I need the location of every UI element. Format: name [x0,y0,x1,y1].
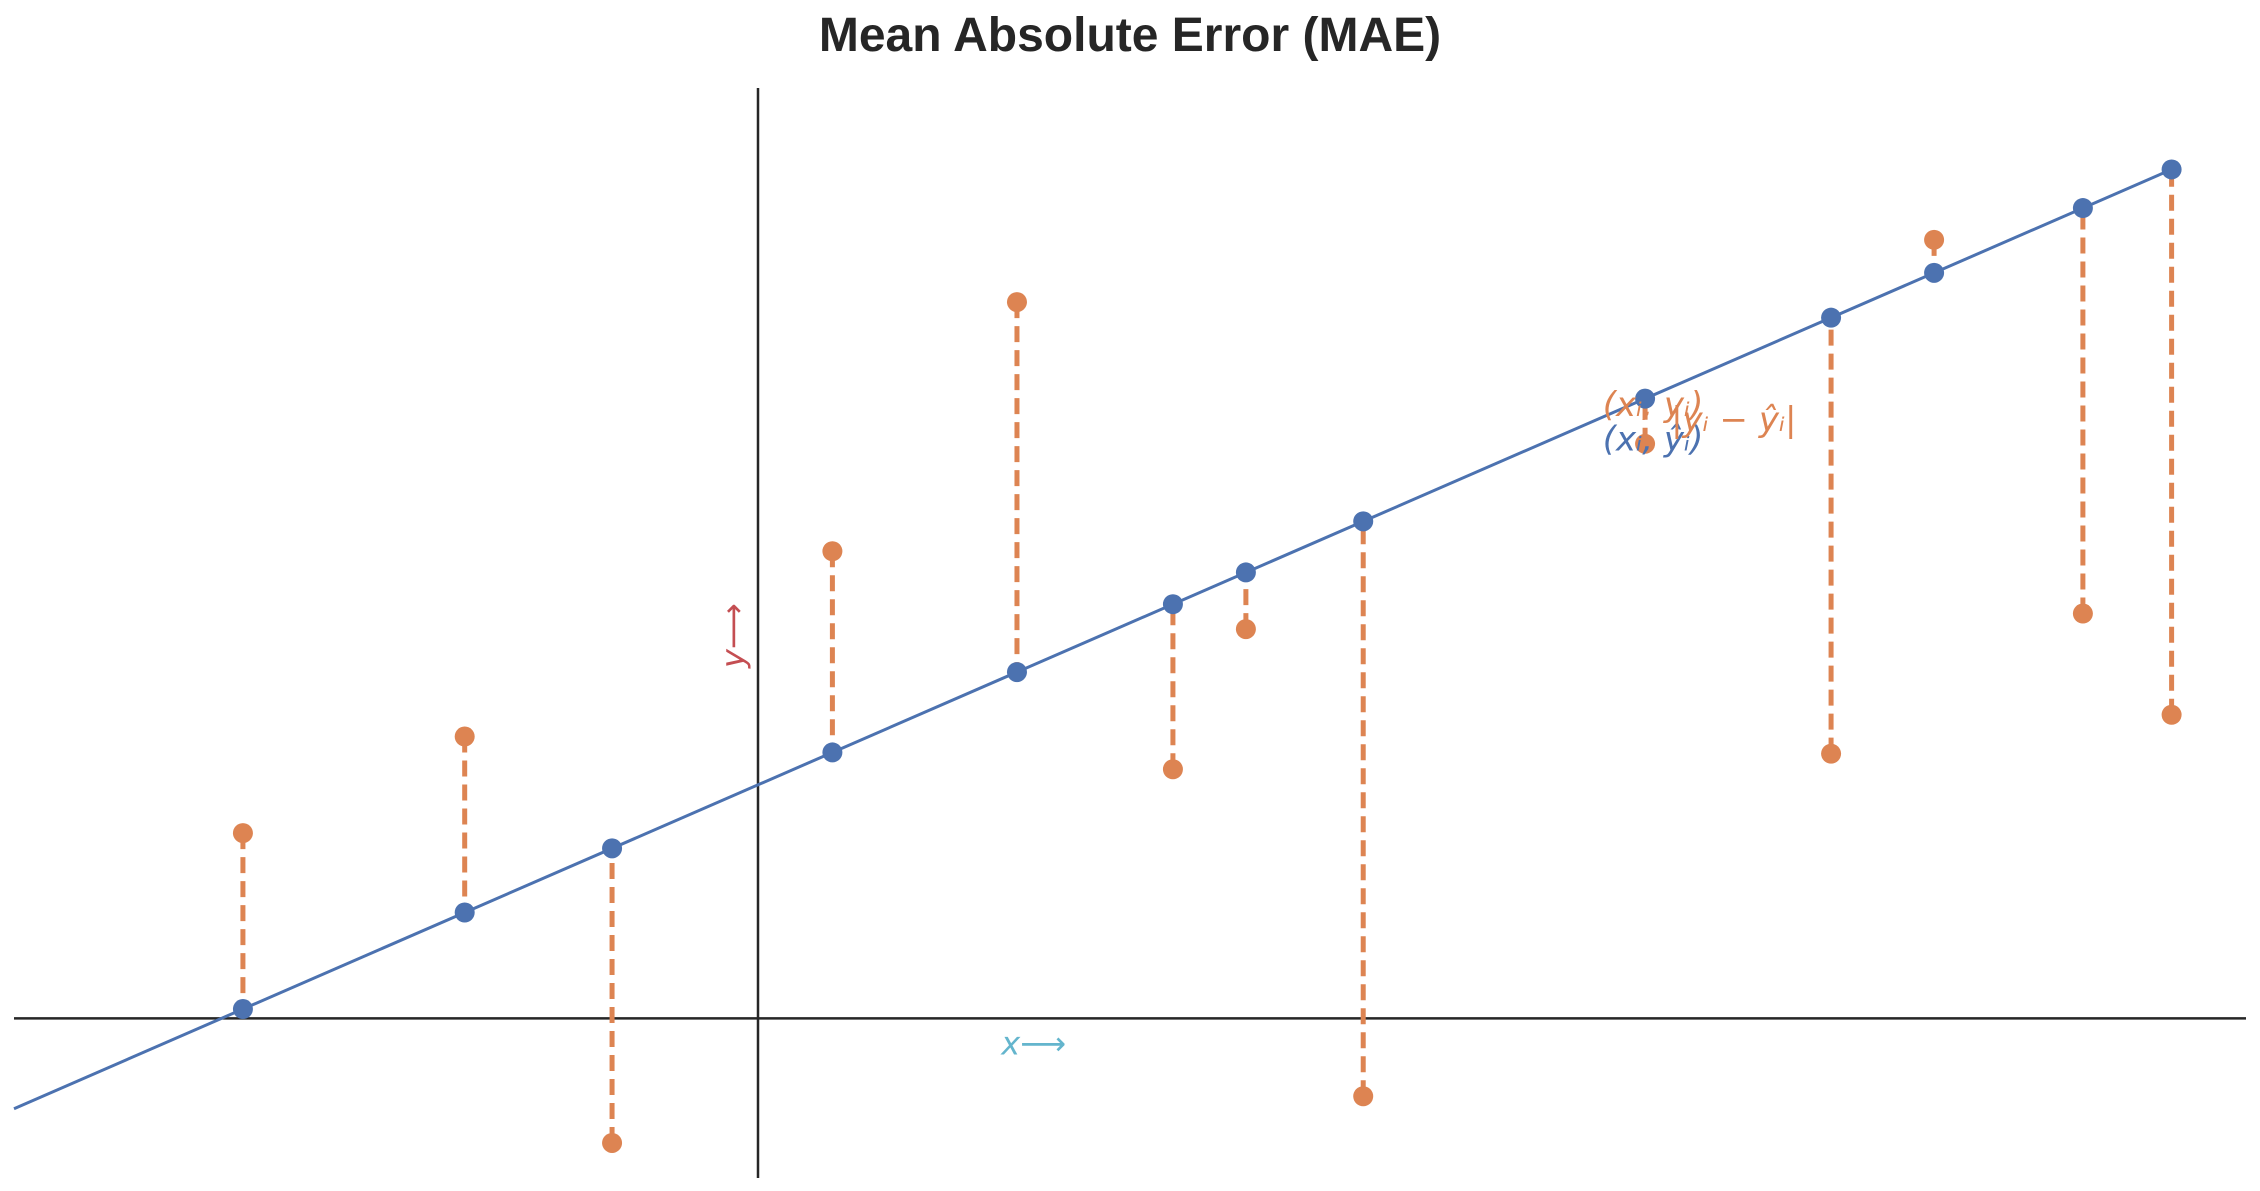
observed-point-10 [1924,229,1945,250]
observed-point-11 [2072,603,2093,624]
predicted-point-10 [1924,262,1945,283]
x-axis-label: x⟶ [1000,1024,1066,1062]
predicted-point-7 [1353,511,1374,532]
regression-line [13,168,2173,1111]
predicted-point-5 [1162,594,1183,615]
observed-point-3 [822,541,843,562]
predicted-point-11 [2072,198,2093,219]
chart-title: Mean Absolute Error (MAE) [818,9,1442,62]
predicted-point-1 [454,902,475,923]
observed-point-4 [1006,292,1027,313]
predicted-point-6 [1235,562,1256,583]
absolute-error-annotation: |yᵢ − ŷᵢ| [1671,400,1796,440]
observed-point-2 [602,1132,623,1153]
observed-point-7 [1353,1086,1374,1107]
predicted-point-3 [822,742,843,763]
predicted-point-2 [602,838,623,859]
y-axis-label: y⟶ [714,603,752,669]
observed-point-12 [2161,704,2182,725]
predicted-point-4 [1006,662,1027,683]
predicted-point-12 [2161,159,2182,180]
error-lines [240,169,2175,1143]
observed-point-8 [1635,433,1656,454]
predicted-point-9 [1821,307,1842,328]
predicted-points [232,159,2182,1020]
observed-point-5 [1162,759,1183,780]
predicted-point-annotation: (xᵢ, ŷᵢ) [1603,420,1704,460]
observed-points [232,229,2182,1153]
observed-point-1 [454,726,475,747]
observed-point-6 [1235,619,1256,640]
predicted-point-0 [232,999,253,1020]
predicted-point-8 [1635,388,1656,409]
labels: x⟶ y⟶ (xᵢ, yᵢ) (xᵢ, ŷᵢ) |yᵢ − ŷᵢ| [714,385,1796,1063]
axes [14,88,2246,1178]
observed-point-0 [232,823,253,844]
observed-point-annotation: (xᵢ, yᵢ) [1603,385,1704,425]
observed-point-9 [1821,743,1842,764]
